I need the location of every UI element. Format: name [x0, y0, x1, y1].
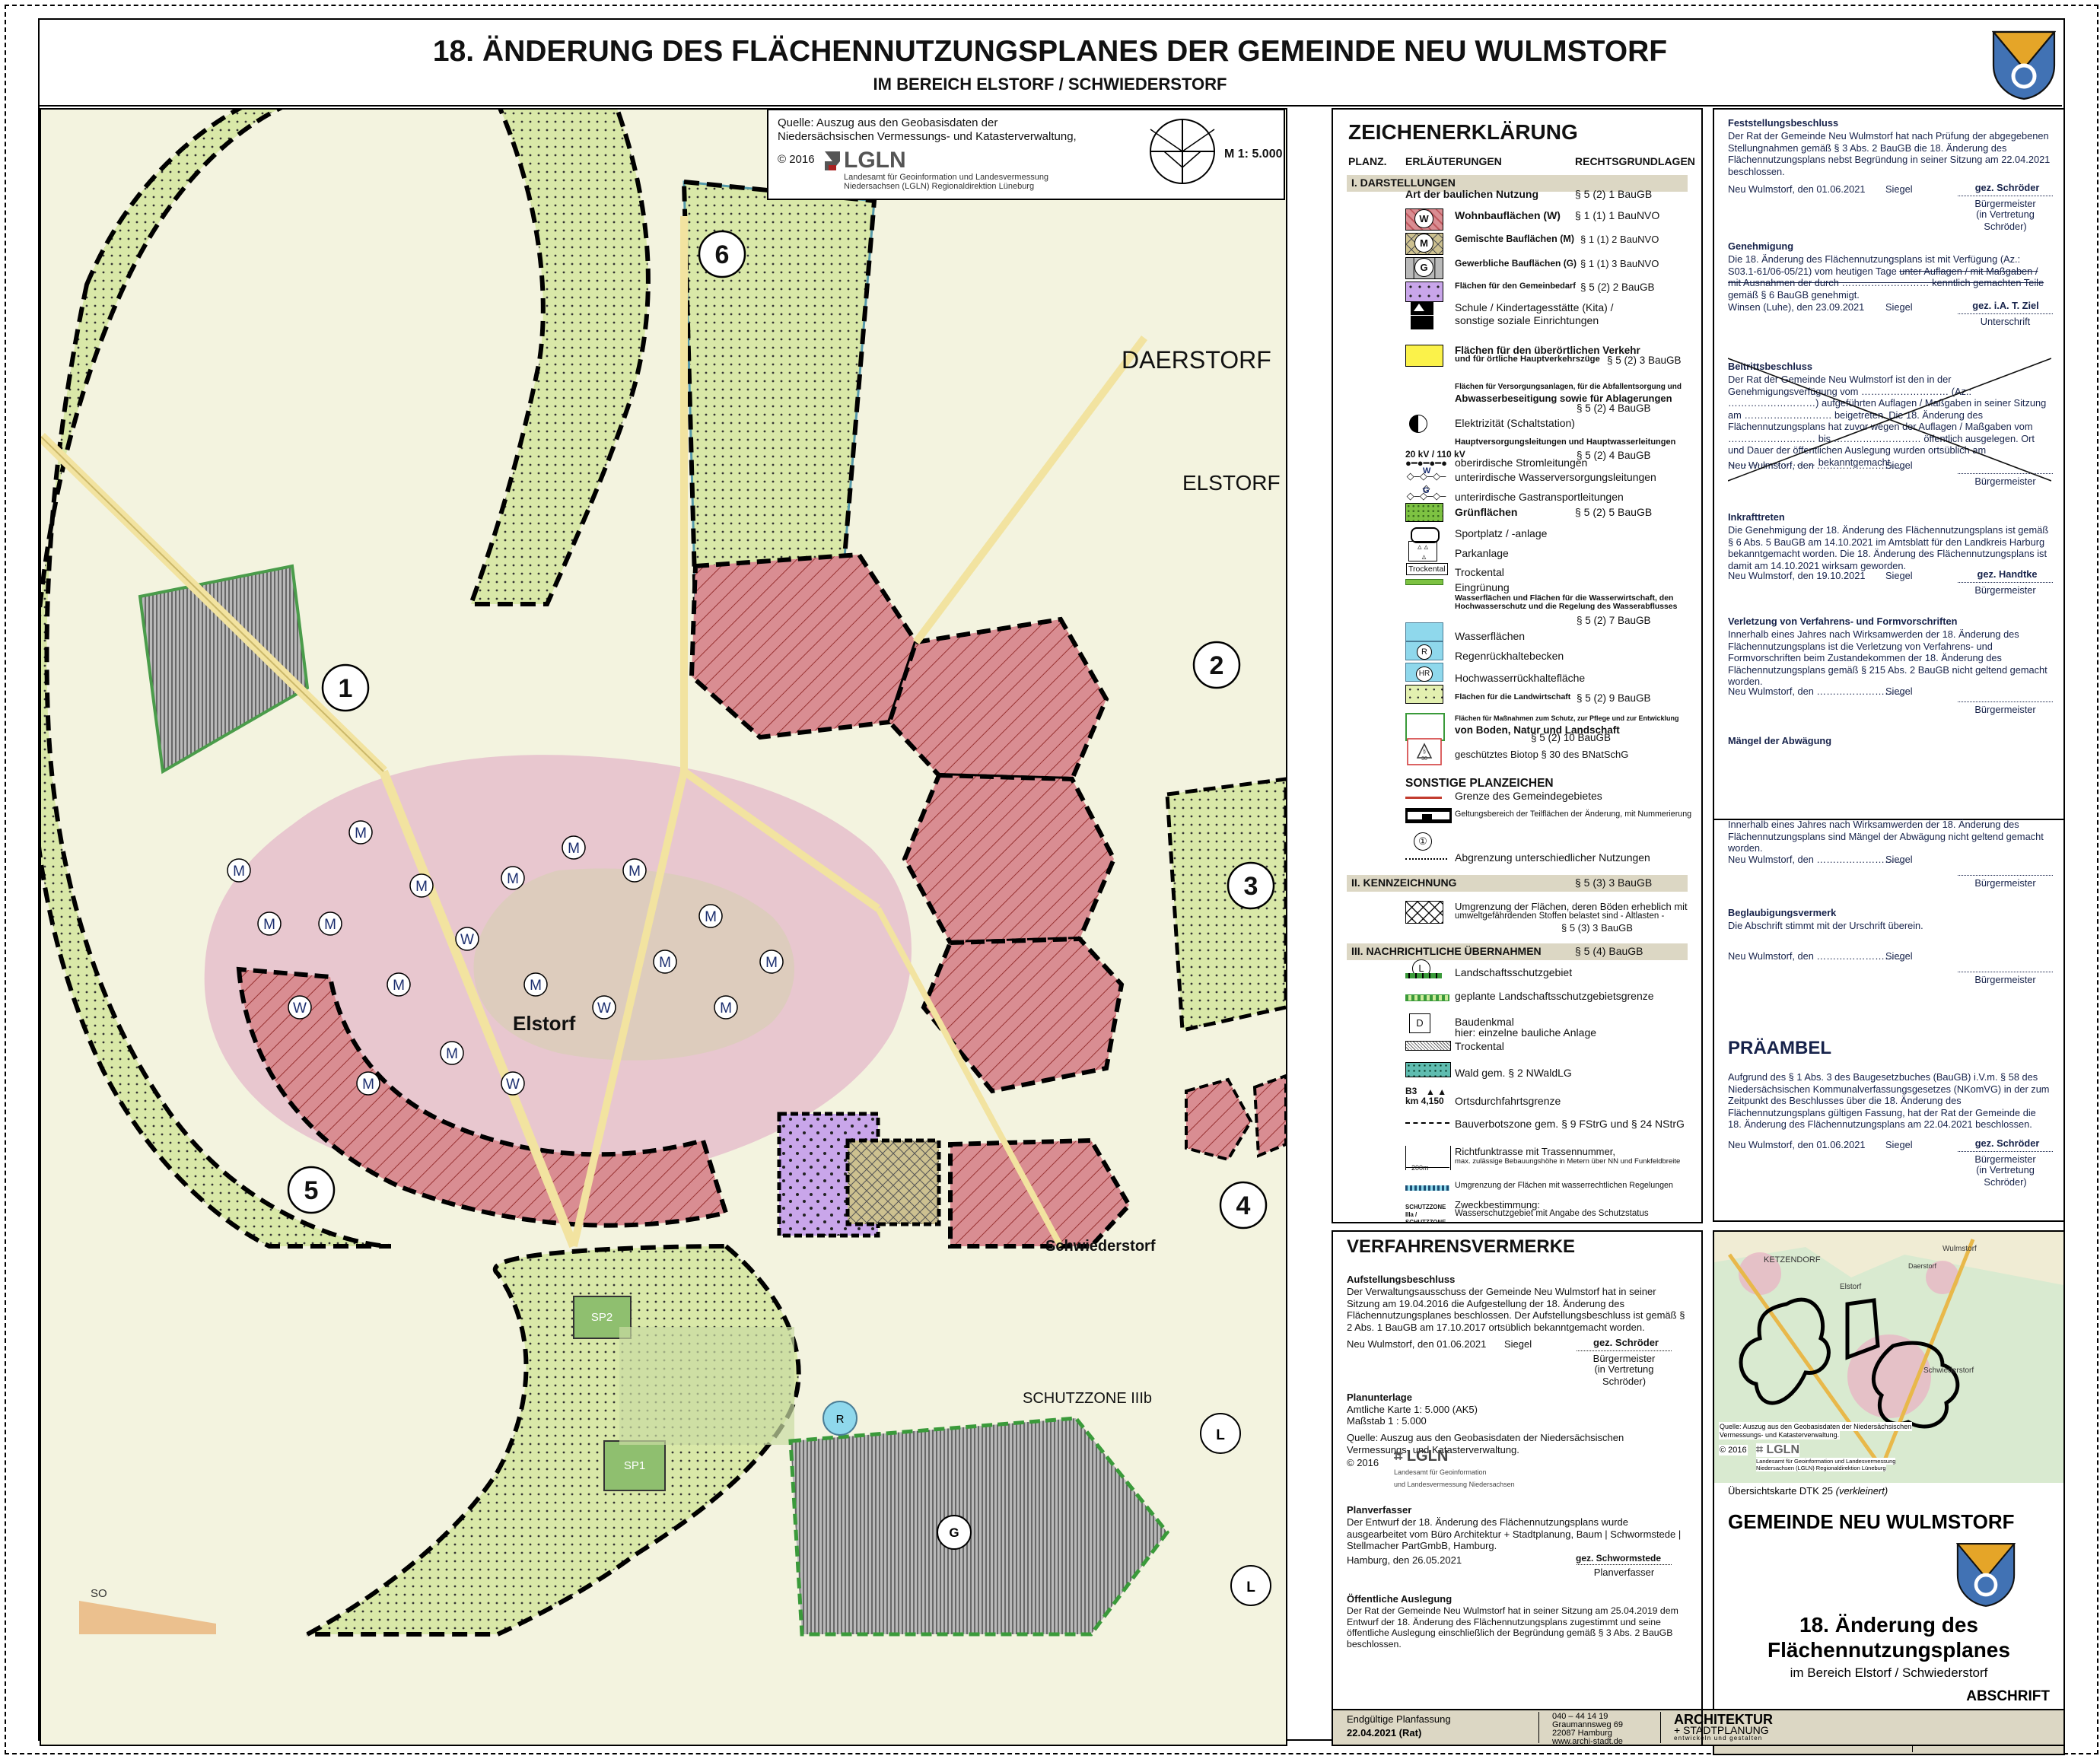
svg-text:W: W — [597, 1000, 611, 1016]
svg-text:2: 2 — [1210, 651, 1224, 680]
svg-text:M: M — [446, 1046, 458, 1062]
svg-text:W: W — [460, 932, 474, 948]
svg-text:W: W — [506, 1077, 520, 1093]
svg-text:M: M — [568, 841, 580, 857]
svg-text:M: M — [507, 871, 519, 887]
svg-text:Elstorf: Elstorf — [1840, 1283, 1862, 1291]
svg-text:L: L — [1216, 1427, 1225, 1443]
svg-text:Niedersächsischen Vermessungs-: Niedersächsischen Vermessungs- und Katas… — [778, 130, 1077, 143]
svg-text:SO: SO — [91, 1587, 107, 1600]
svg-text:1: 1 — [339, 674, 353, 703]
svg-text:Daerstorf: Daerstorf — [1908, 1262, 1937, 1270]
svg-text:M: M — [263, 917, 275, 933]
svg-text:M: M — [720, 1000, 732, 1016]
svg-text:M: M — [233, 864, 245, 880]
svg-text:M: M — [393, 978, 405, 994]
svg-text:§: § — [1423, 749, 1426, 755]
svg-text:Quelle: Auszug aus den Geobasi: Quelle: Auszug aus den Geobasisdaten der — [778, 116, 998, 129]
svg-text:Landesamt für Geoinformation u: Landesamt für Geoinformation und Landesv… — [844, 173, 1048, 182]
svg-text:M: M — [659, 955, 671, 971]
svg-text:M: M — [705, 909, 717, 925]
svg-text:L: L — [1246, 1579, 1255, 1595]
svg-text:M: M — [530, 978, 542, 994]
svg-text:Niedersachsen (LGLN) Regionald: Niedersachsen (LGLN) Regionaldirektion L… — [844, 182, 1034, 191]
svg-text:3: 3 — [1244, 872, 1258, 901]
svg-text:M: M — [765, 955, 778, 971]
svg-text:M: M — [355, 826, 367, 841]
svg-text:4: 4 — [1236, 1191, 1251, 1220]
svg-text:R: R — [836, 1413, 845, 1426]
svg-text:Elstorf: Elstorf — [513, 1012, 576, 1035]
svg-text:SP1: SP1 — [624, 1459, 645, 1472]
svg-text:SCHUTZZONE IIIb: SCHUTZZONE IIIb — [1023, 1390, 1152, 1407]
svg-text:Schwiederstorf: Schwiederstorf — [1045, 1238, 1156, 1255]
svg-text:SP2: SP2 — [591, 1311, 612, 1324]
svg-text:5: 5 — [304, 1176, 319, 1205]
svg-text:6: 6 — [715, 240, 730, 269]
svg-text:M: M — [628, 864, 641, 880]
svg-text:W: W — [293, 1000, 307, 1016]
svg-text:LGLN: LGLN — [844, 148, 906, 173]
svg-text:M: M — [362, 1077, 374, 1093]
svg-text:Schwiederstorf: Schwiederstorf — [1923, 1366, 1974, 1375]
svg-text:DAERSTORF: DAERSTORF — [1122, 346, 1271, 374]
svg-text:G: G — [949, 1525, 959, 1540]
svg-text:30: 30 — [1421, 756, 1427, 762]
svg-text:ELSTORF: ELSTORF — [1182, 471, 1281, 495]
svg-text:M 1: 5.000: M 1: 5.000 — [1224, 148, 1283, 161]
svg-text:M: M — [324, 917, 336, 933]
svg-text:Wulmstorf: Wulmstorf — [1943, 1245, 1977, 1253]
svg-text:M: M — [415, 879, 428, 895]
svg-text:© 2016: © 2016 — [778, 153, 815, 166]
svg-text:KETZENDORF: KETZENDORF — [1764, 1255, 1821, 1265]
